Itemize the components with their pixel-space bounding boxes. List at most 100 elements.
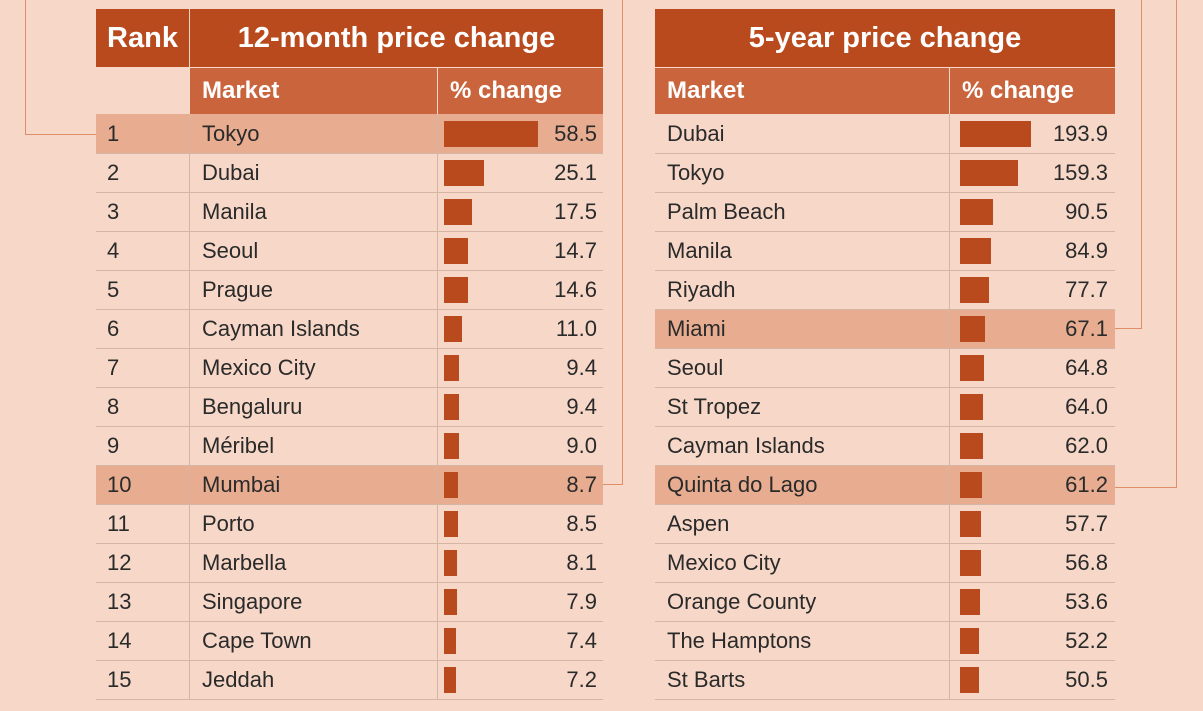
- bar-mark: [960, 160, 1019, 186]
- highlight-row: [655, 310, 1115, 349]
- value-label: 52.2: [1065, 627, 1108, 653]
- market-cell: Tokyo: [202, 120, 260, 146]
- market-cell: Mexico City: [667, 549, 781, 575]
- row-divider: [655, 153, 1115, 154]
- row-divider: [655, 426, 1115, 427]
- bar-mark: [960, 199, 994, 225]
- rank-cell: 10: [107, 471, 132, 497]
- bar-mark: [960, 277, 989, 303]
- rank-cell: 12: [107, 549, 132, 575]
- market-cell: Singapore: [202, 588, 303, 614]
- left-market-header: Market: [190, 68, 437, 114]
- connector-line: [25, 134, 97, 135]
- market-cell: Prague: [202, 276, 273, 302]
- value-label: 8.5: [566, 510, 597, 536]
- connector-line: [1115, 487, 1177, 488]
- row-divider: [655, 660, 1115, 661]
- bar-mark: [960, 121, 1031, 147]
- bar-mark: [444, 550, 457, 576]
- row-divider: [655, 621, 1115, 622]
- row-divider: [655, 699, 1115, 700]
- bar-mark: [960, 667, 979, 693]
- row-divider: [96, 153, 603, 154]
- bar-mark: [444, 277, 468, 303]
- right-market-header: Market: [655, 68, 949, 114]
- bar-mark: [960, 394, 984, 420]
- market-cell: Manila: [202, 198, 267, 224]
- market-cell: Riyadh: [667, 276, 736, 302]
- value-label: 159.3: [1052, 159, 1108, 185]
- rank-cell: 11: [107, 510, 130, 536]
- value-label: 7.4: [566, 627, 597, 653]
- connector-line: [1176, 0, 1177, 488]
- row-divider: [655, 348, 1115, 349]
- row-divider: [96, 621, 603, 622]
- row-divider: [96, 543, 603, 544]
- left-table-title: 12-month price change: [190, 9, 603, 67]
- bar-mark: [444, 511, 458, 537]
- value-label: 7.2: [566, 666, 597, 692]
- bar-mark: [960, 550, 981, 576]
- rank-cell: 5: [107, 276, 120, 302]
- value-label: 9.4: [566, 393, 597, 419]
- market-cell: Seoul: [202, 237, 259, 263]
- market-cell: Palm Beach: [667, 198, 786, 224]
- bar-mark: [960, 628, 980, 654]
- bar-mark: [960, 316, 985, 342]
- value-label: 53.6: [1065, 588, 1108, 614]
- market-cell: Aspen: [667, 510, 730, 536]
- market-cell: Tokyo: [667, 159, 725, 185]
- value-label: 11.0: [555, 315, 597, 341]
- value-label: 8.1: [566, 549, 597, 575]
- value-label: 84.9: [1065, 237, 1108, 263]
- value-label: 14.7: [554, 237, 597, 263]
- rank-cell: 2: [107, 159, 120, 185]
- value-label: 77.7: [1065, 276, 1108, 302]
- row-divider: [96, 348, 603, 349]
- row-divider: [96, 309, 603, 310]
- bar-mark: [960, 238, 992, 264]
- row-divider: [96, 699, 603, 700]
- value-label: 61.2: [1065, 471, 1108, 497]
- row-divider: [96, 465, 603, 466]
- row-divider: [655, 465, 1115, 466]
- row-divider: [655, 270, 1115, 271]
- market-cell: Manila: [667, 237, 732, 263]
- connector-line: [603, 484, 623, 485]
- highlight-row: [655, 465, 1115, 504]
- bar-mark: [444, 667, 456, 693]
- bar-mark: [444, 238, 468, 264]
- value-label: 8.7: [566, 471, 597, 497]
- market-cell: Dubai: [667, 120, 725, 146]
- rank-cell: 13: [107, 588, 132, 614]
- row-divider: [655, 192, 1115, 193]
- connector-line: [1115, 328, 1142, 329]
- value-label: 64.0: [1065, 393, 1108, 419]
- market-cell: The Hamptons: [667, 627, 812, 653]
- rank-cell: 1: [107, 120, 120, 146]
- row-divider: [655, 582, 1115, 583]
- market-cell: Mexico City: [202, 354, 316, 380]
- market-cell: Cayman Islands: [667, 432, 825, 458]
- value-label: 193.9: [1052, 120, 1108, 146]
- bar-mark: [444, 316, 462, 342]
- market-cell: Marbella: [202, 549, 287, 575]
- market-cell: Bengaluru: [202, 393, 303, 419]
- bar-mark: [444, 199, 473, 225]
- bar-mark: [960, 355, 984, 381]
- value-label: 9.4: [566, 354, 597, 380]
- rank-cell: 7: [107, 354, 120, 380]
- value-label: 67.1: [1065, 315, 1108, 341]
- rank-header: Rank: [96, 9, 189, 67]
- column-divider: [949, 114, 950, 699]
- market-cell: St Tropez: [667, 393, 762, 419]
- bar-mark: [444, 433, 459, 459]
- column-divider: [189, 114, 190, 699]
- row-divider: [96, 231, 603, 232]
- value-label: 62.0: [1065, 432, 1108, 458]
- market-cell: Cayman Islands: [202, 315, 360, 341]
- row-divider: [96, 270, 603, 271]
- rank-cell: 14: [107, 627, 132, 653]
- right-table-title: 5-year price change: [655, 9, 1115, 67]
- row-divider: [655, 231, 1115, 232]
